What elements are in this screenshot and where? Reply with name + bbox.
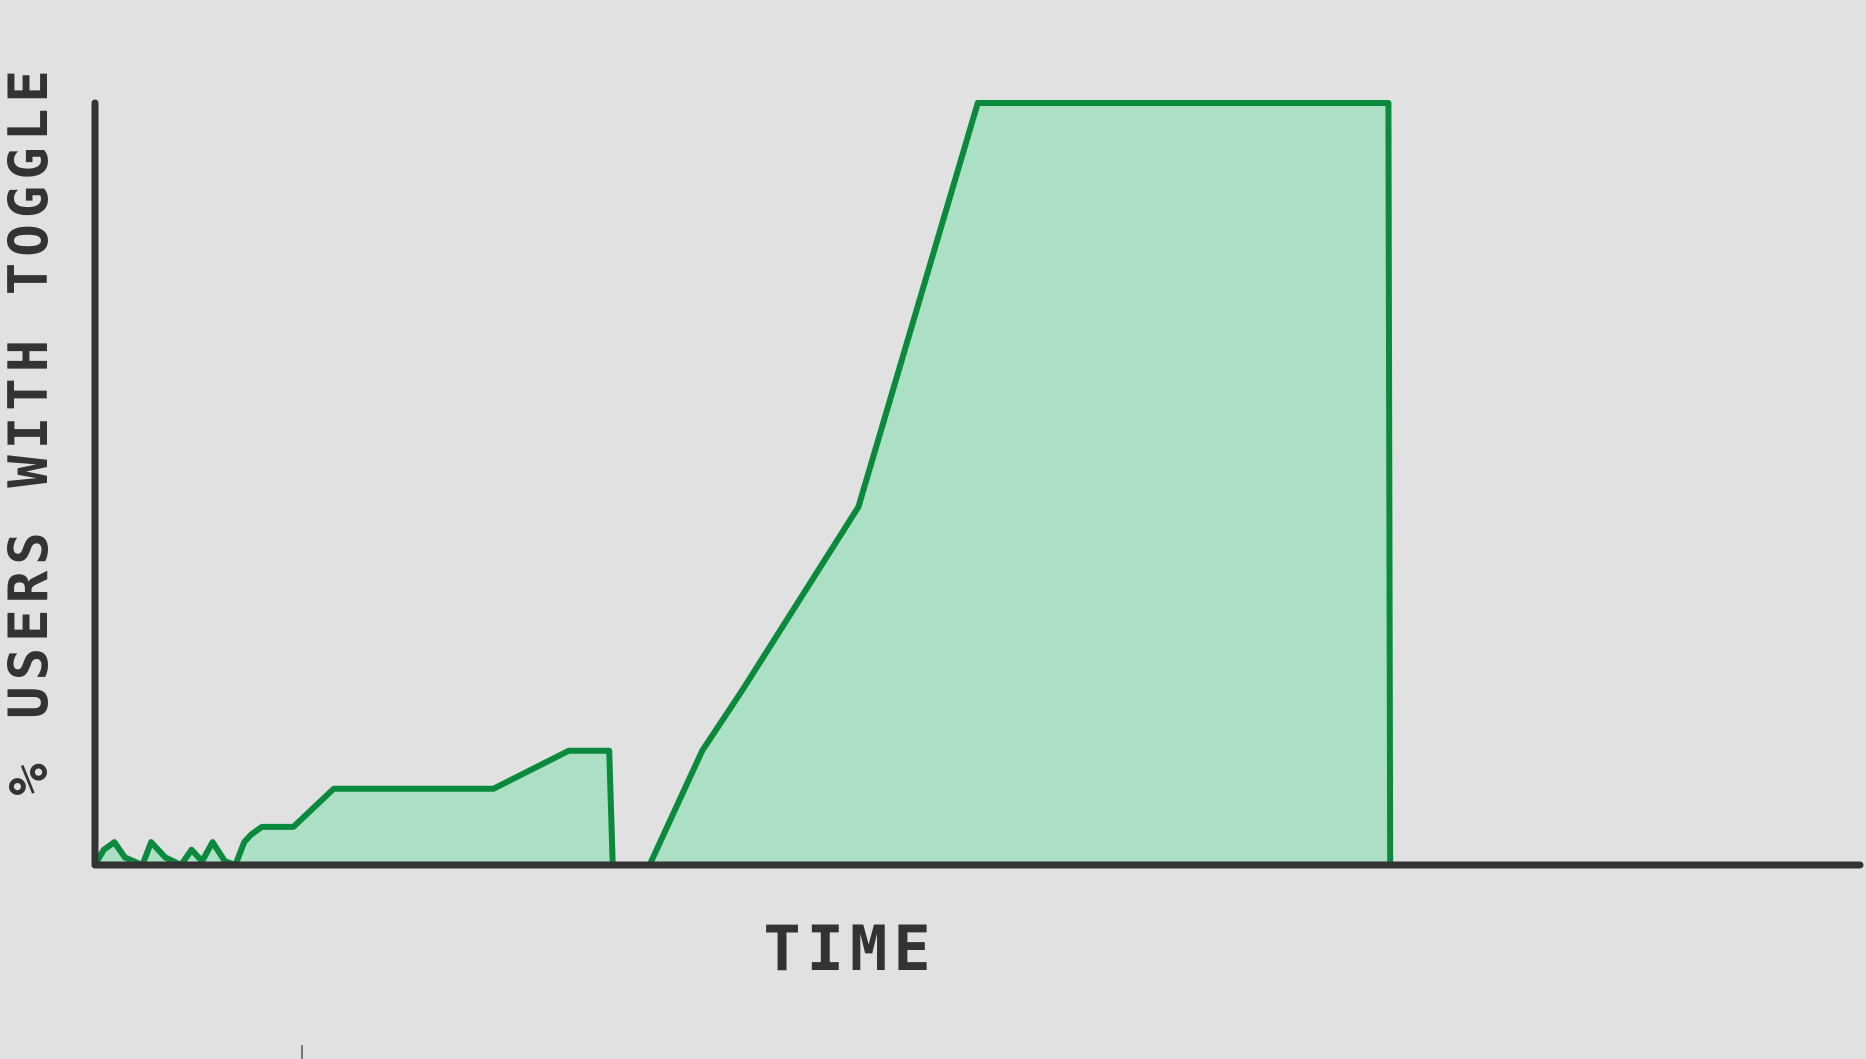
plot-area [92,100,1394,868]
y-axis-label: % USERS WITH TOGGLE [0,64,60,796]
x-axis-label: TIME [763,912,936,985]
series-area-fill [95,103,1391,865]
series-line [92,100,1394,868]
